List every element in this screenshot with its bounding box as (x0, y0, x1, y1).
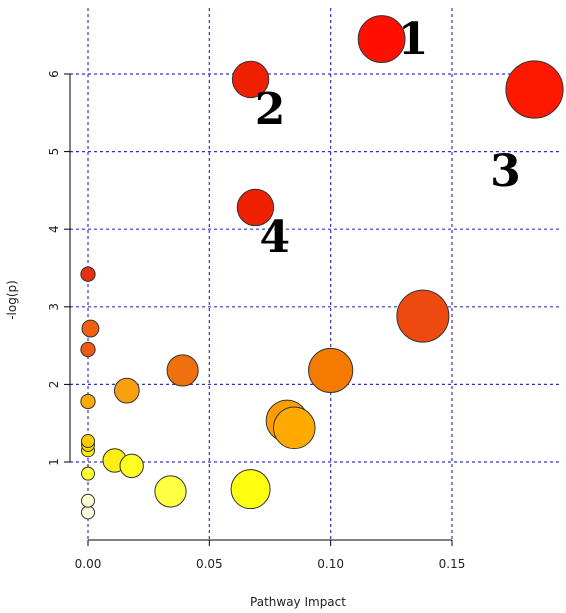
x-axis-label: Pathway Impact (250, 595, 346, 609)
y-tick-label: 2 (47, 381, 61, 389)
x-tick-label: 0.05 (196, 557, 223, 571)
bubble-point (231, 60, 270, 99)
x-tick-label: 0.00 (75, 557, 102, 571)
bubble-point (81, 493, 95, 508)
bubble-point (272, 406, 316, 450)
bubble-point (81, 434, 95, 449)
bubble-point (80, 393, 96, 410)
bubble-point (154, 475, 187, 508)
axes: 1 2 3 4 5 6 0.00 0.05 0.10 0.15 (47, 70, 465, 571)
bubble-points (80, 15, 564, 520)
annotation-label: 4 (260, 212, 291, 263)
y-tick-label: 6 (47, 70, 61, 78)
y-axis-label: -log(p) (5, 280, 19, 320)
bubble-point (113, 377, 140, 404)
bubble-point (81, 466, 95, 481)
y-tick-label: 5 (47, 148, 61, 156)
bubble-point (166, 354, 199, 387)
annotation-label: 1 (398, 14, 429, 65)
bubble-point (80, 341, 96, 358)
y-tick-label: 1 (47, 458, 61, 466)
bubble-point (396, 289, 450, 343)
bubble-point (81, 319, 100, 338)
bubble-point (81, 505, 95, 520)
bubble-point (308, 347, 354, 394)
grid-lines (70, 8, 560, 540)
y-tick-label: 3 (47, 303, 61, 311)
bubble-point (357, 15, 406, 63)
bubble-point (230, 469, 271, 510)
annotation-label: 3 (490, 146, 521, 197)
x-tick-label: 0.15 (439, 557, 466, 571)
annotations: 1 2 3 4 (255, 14, 521, 263)
bubble-point (80, 266, 96, 282)
bubble-point (119, 453, 144, 479)
bubble-point (505, 60, 564, 119)
bubble-point (236, 188, 275, 227)
x-tick-label: 0.10 (317, 557, 344, 571)
annotation-label: 2 (255, 84, 286, 135)
y-tick-label: 4 (47, 225, 61, 233)
